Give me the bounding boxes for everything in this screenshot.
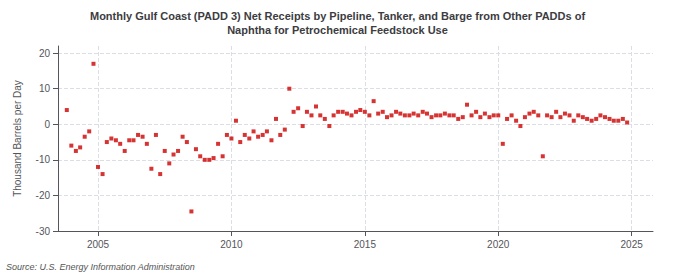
svg-text:Thousand Barrels per Day: Thousand Barrels per Day bbox=[12, 80, 23, 197]
svg-text:2020: 2020 bbox=[487, 239, 510, 250]
svg-text:0: 0 bbox=[44, 119, 50, 130]
svg-text:-30: -30 bbox=[36, 226, 51, 237]
svg-text:2005: 2005 bbox=[87, 239, 110, 250]
svg-text:Naphtha for Petrochemical Feed: Naphtha for Petrochemical Feedstock Use bbox=[227, 24, 448, 36]
svg-text:Monthly Gulf Coast (PADD 3) Ne: Monthly Gulf Coast (PADD 3) Net Receipts… bbox=[90, 10, 585, 22]
svg-text:2015: 2015 bbox=[354, 239, 377, 250]
svg-text:-10: -10 bbox=[36, 154, 51, 165]
svg-text:2025: 2025 bbox=[621, 239, 644, 250]
svg-text:10: 10 bbox=[39, 83, 51, 94]
svg-text:-20: -20 bbox=[36, 190, 51, 201]
svg-text:2010: 2010 bbox=[220, 239, 243, 250]
svg-text:Source: U.S. Energy Informatio: Source: U.S. Energy Information Administ… bbox=[6, 262, 195, 272]
svg-text:20: 20 bbox=[39, 48, 51, 59]
